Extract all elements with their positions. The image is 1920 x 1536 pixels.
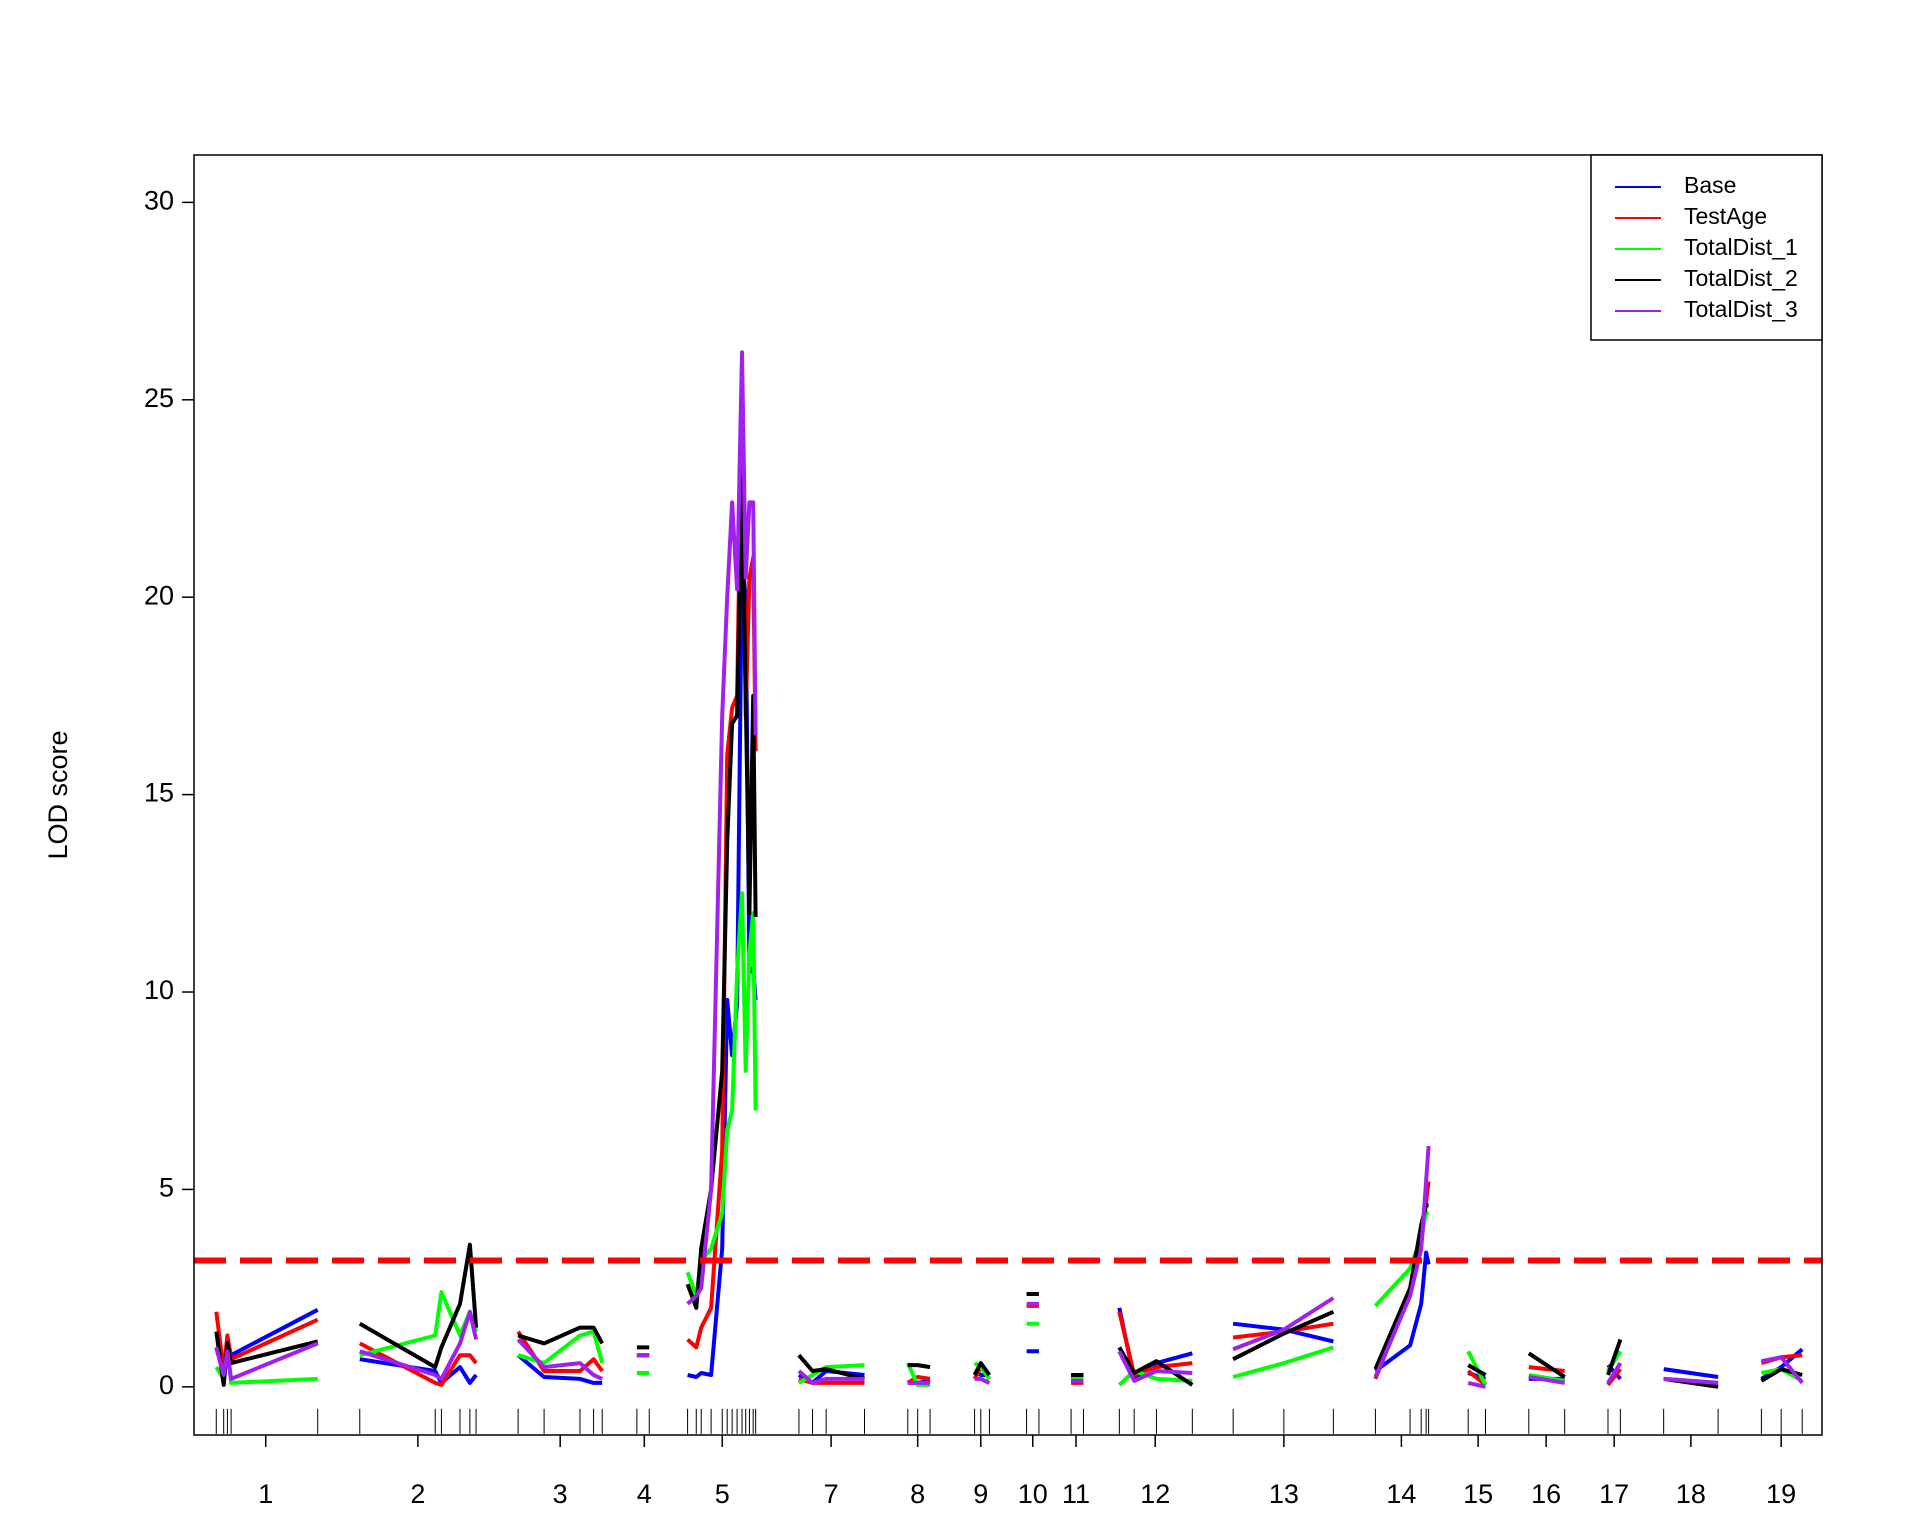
x-tick-label: 16 [1531, 1479, 1561, 1509]
series-line [214, 476, 1803, 1389]
x-tick-label: 7 [824, 1479, 839, 1509]
y-tick-label: 15 [144, 778, 174, 808]
x-tick-label: 19 [1766, 1479, 1796, 1509]
y-tick-label: 0 [159, 1370, 174, 1400]
x-tick-label: 12 [1140, 1479, 1170, 1509]
legend-label: TotalDist_2 [1684, 265, 1798, 291]
y-tick-label: 5 [159, 1173, 174, 1203]
legend: Base TestAge TotalDist_1 TotalDist_2 TotalDi… [1590, 154, 1823, 341]
x-tick-label: 10 [1018, 1479, 1048, 1509]
y-axis-title: LOD score [43, 730, 73, 859]
series-line [214, 397, 1803, 1387]
legend-label: Base [1684, 172, 1736, 198]
x-tick-label: 5 [715, 1479, 730, 1509]
y-tick-label: 30 [144, 186, 174, 216]
legend-label: TotalDist_1 [1684, 234, 1798, 260]
x-tick-label: 14 [1386, 1479, 1416, 1509]
legend-label: TotalDist_3 [1684, 296, 1798, 322]
y-tick-label: 10 [144, 975, 174, 1005]
x-tick-label: 8 [910, 1479, 925, 1509]
y-tick-label: 25 [144, 383, 174, 413]
x-tick-label: 13 [1269, 1479, 1299, 1509]
x-tick-label: 2 [410, 1479, 425, 1509]
x-tick-label: 18 [1676, 1479, 1706, 1509]
plot-frame [193, 154, 1823, 1436]
legend-label: TestAge [1684, 203, 1767, 229]
y-tick-label: 20 [144, 580, 174, 610]
x-tick-label: 11 [1062, 1479, 1090, 1509]
x-tick-label: 9 [973, 1479, 988, 1509]
x-tick-label: 3 [553, 1479, 568, 1509]
x-tick-label: 15 [1463, 1479, 1493, 1509]
x-tick-label: 1 [258, 1479, 273, 1509]
x-tick-label: 17 [1599, 1479, 1629, 1509]
series-line [214, 891, 1804, 1387]
legend-box [1590, 154, 1823, 341]
series-line [214, 350, 1804, 1389]
x-tick-label: 4 [637, 1479, 652, 1509]
